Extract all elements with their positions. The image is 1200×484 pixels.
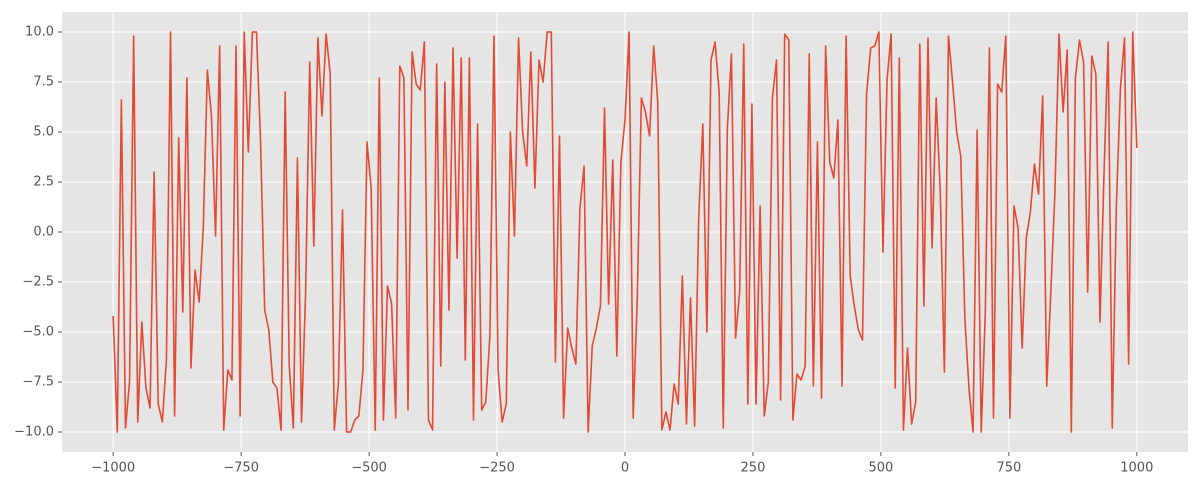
- x-tick-label: 0: [621, 461, 629, 476]
- y-tick-label: 5.0: [33, 125, 54, 140]
- y-tick-label: −10.0: [14, 425, 54, 440]
- y-tick-label: −7.5: [22, 375, 54, 390]
- x-tick-label: 250: [741, 461, 766, 476]
- x-tick-label: −500: [351, 461, 387, 476]
- y-tick-label: 10.0: [25, 25, 54, 40]
- y-tick-label: −5.0: [22, 325, 54, 340]
- x-tick-label: 500: [868, 461, 893, 476]
- x-tick-label: −750: [223, 461, 259, 476]
- x-tick-label: −250: [479, 461, 515, 476]
- line-series: [112, 31, 1138, 433]
- y-tick-label: 0.0: [33, 225, 54, 240]
- x-tick-label: 750: [996, 461, 1021, 476]
- y-tick-label: −2.5: [22, 275, 54, 290]
- y-tick-label: 7.5: [33, 75, 54, 90]
- y-tick-label: 2.5: [33, 175, 54, 190]
- x-tick-label: −1000: [91, 461, 135, 476]
- x-tick-label: 1000: [1120, 461, 1153, 476]
